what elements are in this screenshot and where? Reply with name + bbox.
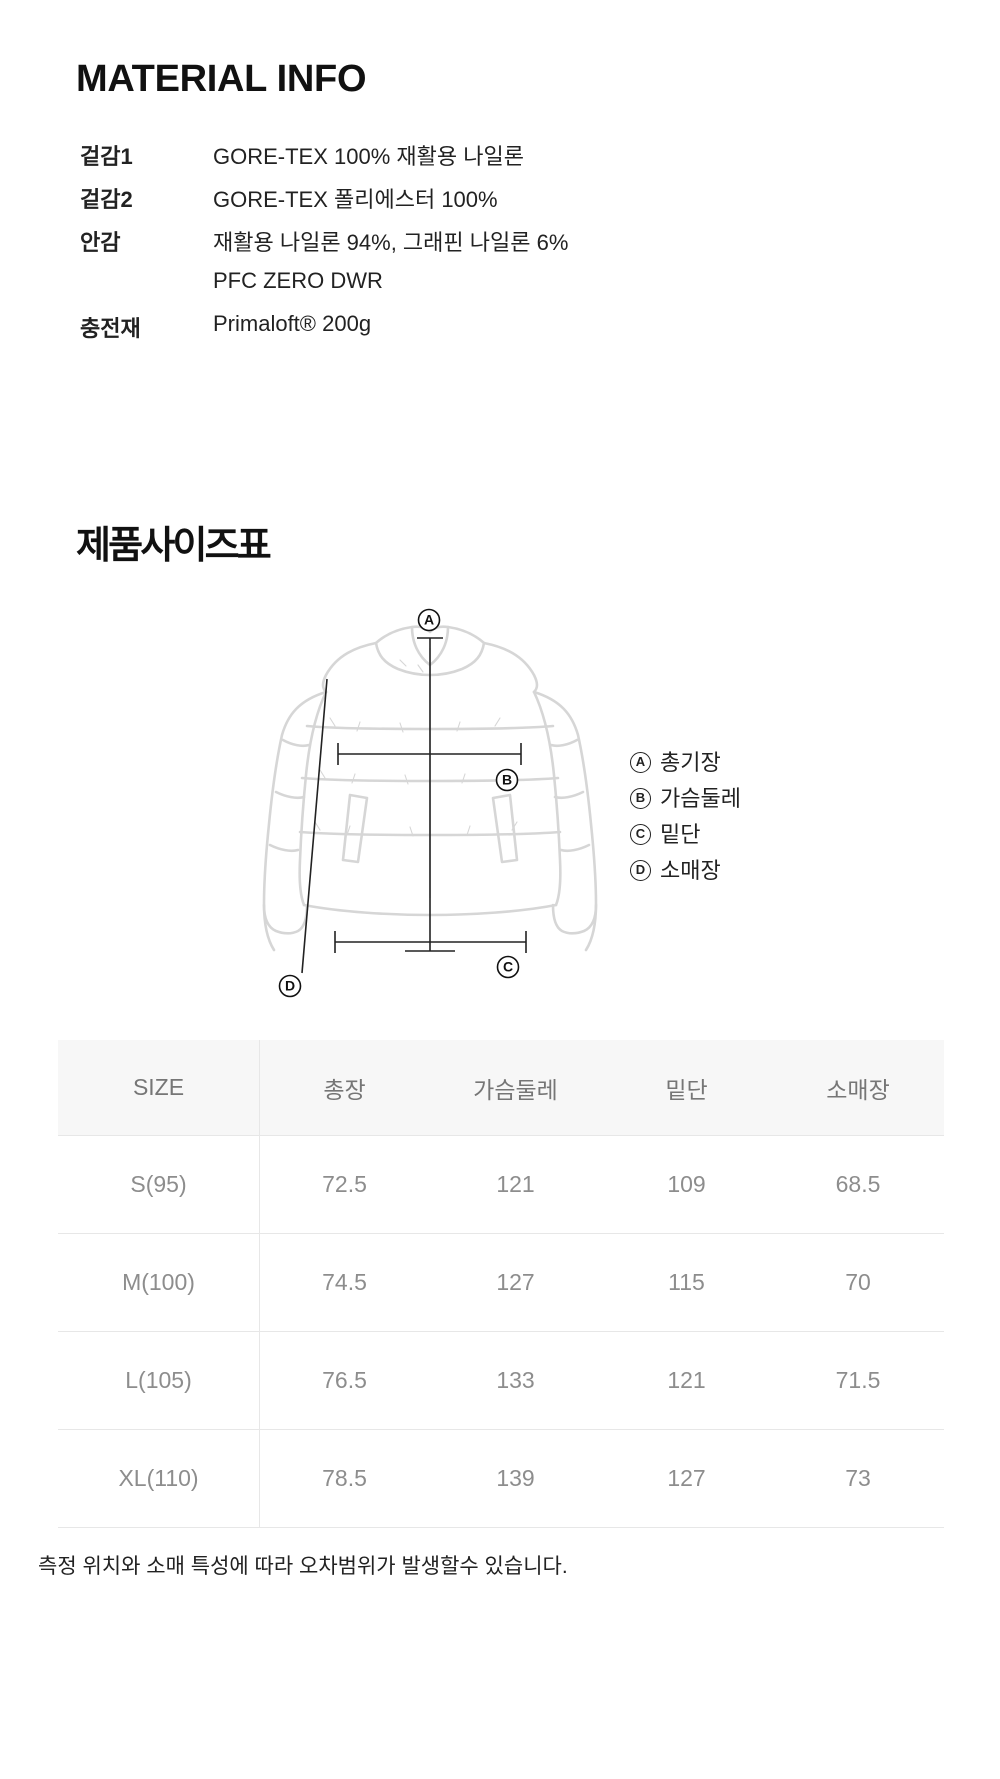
- svg-text:C: C: [503, 959, 513, 975]
- svg-text:A: A: [424, 612, 434, 628]
- svg-text:D: D: [285, 978, 295, 994]
- svg-text:B: B: [502, 772, 512, 788]
